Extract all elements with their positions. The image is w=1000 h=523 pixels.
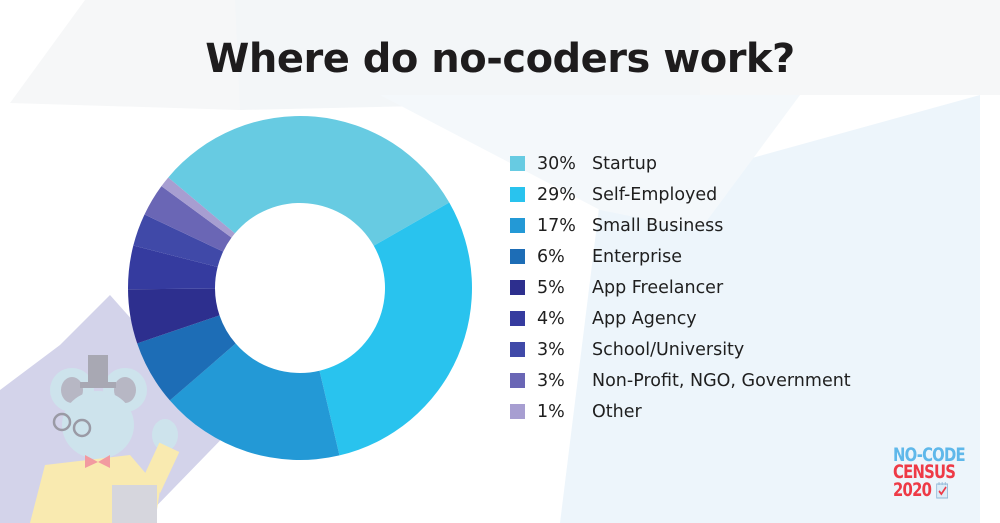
logo-line-3: 2020: [893, 478, 932, 501]
legend-item-app-agency: 4% App Agency: [510, 303, 851, 334]
legend-item-other: 1% Other: [510, 396, 851, 427]
legend-swatch: [510, 342, 525, 357]
mouse-mascot-illustration: [30, 355, 180, 523]
legend-item-self-employed: 29% Self-Employed: [510, 179, 851, 210]
legend-percent: 5%: [537, 277, 565, 298]
donut-slice-app-agency: [128, 245, 218, 290]
legend-label: Enterprise: [592, 246, 683, 267]
legend-swatch: [510, 187, 525, 202]
legend-item-app-freelancer: 5% App Freelancer: [510, 272, 851, 303]
chart-title: Where do no-coders work?: [205, 36, 795, 82]
legend-percent: 6%: [537, 246, 565, 267]
donut-slice-non-profit-ngo-government: [144, 186, 232, 252]
logo-line-1: NO-CODE: [893, 444, 966, 466]
legend-percent: 3%: [537, 339, 565, 360]
legend-swatch: [510, 218, 525, 233]
legend-item-startup: 30% Startup: [510, 148, 851, 179]
legend-percent: 17%: [537, 215, 576, 236]
legend-swatch: [510, 280, 525, 295]
legend-label: School/University: [592, 339, 745, 360]
checklist-icon: [936, 482, 948, 499]
donut-slice-enterprise: [137, 315, 236, 401]
legend-percent: 4%: [537, 308, 565, 329]
legend-label: Startup: [592, 153, 657, 174]
legend-percent: 1%: [537, 401, 565, 422]
legend-swatch: [510, 404, 525, 419]
legend-label: Non-Profit, NGO, Government: [592, 370, 851, 391]
legend-item-enterprise: 6% Enterprise: [510, 241, 851, 272]
legend-item-non-profit: 3% Non-Profit, NGO, Government: [510, 365, 851, 396]
donut-slice-app-freelancer: [128, 288, 220, 344]
legend-label: Other: [592, 401, 642, 422]
legend-label: Small Business: [592, 215, 724, 236]
legend-percent: 30%: [537, 153, 576, 174]
no-code-census-logo: NO-CODE CENSUS 2020: [893, 444, 966, 501]
legend-label: App Freelancer: [592, 277, 724, 298]
donut-slice-small-business: [169, 343, 340, 461]
legend-percent: 3%: [537, 370, 565, 391]
legend-label: Self-Employed: [592, 184, 718, 205]
donut-slice-self-employed: [319, 202, 472, 456]
legend-item-small-business: 17% Small Business: [510, 210, 851, 241]
legend-label: App Agency: [592, 308, 697, 329]
legend-swatch: [510, 311, 525, 326]
legend-item-school-university: 3% School/University: [510, 334, 851, 365]
logo-line-2: CENSUS: [893, 461, 956, 483]
legend-percent: 29%: [537, 184, 576, 205]
legend-swatch: [510, 373, 525, 388]
legend-swatch: [510, 156, 525, 171]
legend-swatch: [510, 249, 525, 264]
chart-legend: 30% Startup 29% Self-Employed 17% Small …: [510, 148, 851, 427]
logo-line-3-wrap: 2020: [893, 478, 965, 501]
donut-slice-school-university: [133, 214, 224, 268]
donut-slice-other: [161, 177, 235, 238]
donut-slice-startup: [168, 116, 450, 246]
